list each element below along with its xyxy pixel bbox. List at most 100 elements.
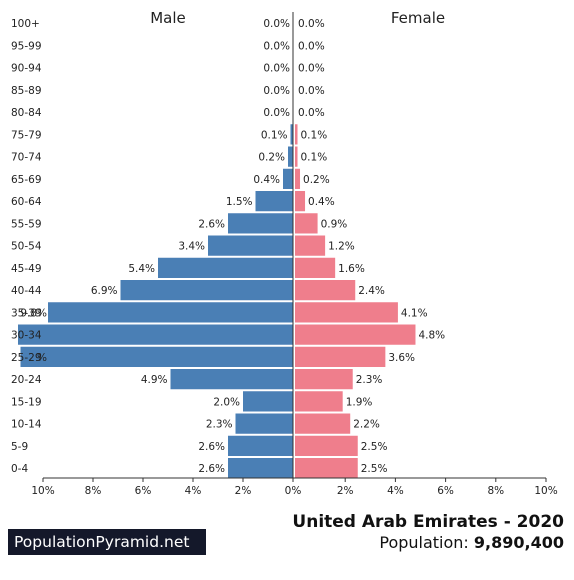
male-value-label: 4.9% [141,374,168,386]
x-tick-label: 4% [387,485,404,497]
male-value-label: 2.6% [198,218,225,230]
male-value-label: 2.6% [198,463,225,475]
male-bar [288,146,293,167]
x-tick-label: 10% [31,485,54,497]
age-group-label: 95-99 [11,40,42,52]
male-value-label: 5.4% [128,263,155,275]
female-value-label: 1.9% [346,396,373,408]
age-group-label: 5-9 [11,441,28,453]
female-bar [295,302,398,323]
female-value-label: 0.0% [298,107,325,119]
female-value-label: 0.4% [308,196,335,208]
male-bar [208,235,293,256]
age-group-label: 60-64 [11,196,42,208]
male-bar [48,302,293,323]
female-value-label: 0.1% [301,129,328,141]
male-value-label: 2.6% [198,441,225,453]
x-tick-label: 4% [185,485,202,497]
female-bar [295,124,298,145]
male-bar [255,191,293,212]
site-brand-logo[interactable]: PopulationPyramid.net [8,529,206,555]
female-bar [295,235,326,256]
female-value-label: 4.1% [401,307,428,319]
male-bar [243,391,293,412]
female-bar [295,257,336,278]
male-value-label: 1.5% [226,196,253,208]
male-series-title: Male [150,9,186,27]
population-value: 9,890,400 [473,533,564,552]
age-group-label: 65-69 [11,174,42,186]
chart-title: United Arab Emirates - 2020 [292,512,564,532]
male-value-label: 0.0% [263,40,290,52]
x-tick-label: 6% [437,485,454,497]
x-tick-label: 8% [85,485,102,497]
male-value-label: 2.3% [206,419,233,431]
male-bar [120,280,293,301]
age-group-label: 30-34 [11,330,42,342]
female-bar [295,435,358,456]
female-value-label: 2.4% [358,285,385,297]
male-value-label: 0.0% [263,107,290,119]
x-tick-label: 8% [487,485,504,497]
age-group-label: 15-19 [11,396,42,408]
female-bar [295,280,356,301]
male-value-label: 0.4% [253,174,280,186]
female-bar [295,213,318,234]
female-bar [295,168,301,189]
age-group-label: 55-59 [11,218,42,230]
age-group-label: 100+ [11,18,40,30]
female-value-label: 0.0% [298,85,325,97]
age-group-label: 20-24 [11,374,42,386]
age-group-label: 75-79 [11,129,42,141]
female-value-label: 2.5% [361,463,388,475]
female-bar [295,413,351,434]
female-value-label: 0.2% [303,174,330,186]
age-group-label: 35-39 [11,307,42,319]
age-group-label: 40-44 [11,285,42,297]
male-bar [283,168,293,189]
age-group-label: 50-54 [11,241,42,253]
population-label: Population: [379,533,469,552]
age-group-label: 85-89 [11,85,42,97]
male-bar [20,346,293,367]
male-value-label: 0.0% [263,18,290,30]
female-value-label: 0.9% [321,218,348,230]
male-bar [18,324,293,345]
male-value-label: 2.0% [213,396,240,408]
x-tick-label: 2% [337,485,354,497]
female-series-title: Female [391,9,445,27]
male-bar [235,413,293,434]
female-bar [295,458,358,479]
age-group-label: 70-74 [11,152,42,164]
female-value-label: 1.6% [338,263,365,275]
age-group-label: 80-84 [11,107,42,119]
female-bar [295,369,353,390]
population-total: Population: 9,890,400 [379,533,564,552]
x-tick-label: 0% [285,485,302,497]
x-axis: 10% 8% 6% 4% 2% 0% 2% 4% 6% 8% 10% [31,12,558,497]
female-value-label: 2.2% [353,419,380,431]
male-value-label: 0.0% [263,85,290,97]
male-value-label: 0.1% [261,129,288,141]
female-bar [295,391,343,412]
female-value-label: 2.3% [356,374,383,386]
male-value-label: 0.2% [258,152,285,164]
age-group-label: 25-29 [11,352,42,364]
female-value-label: 3.6% [388,352,415,364]
female-value-label: 0.0% [298,40,325,52]
female-value-label: 4.8% [418,330,445,342]
age-group-label: 0-4 [11,463,28,475]
female-bar [295,324,416,345]
male-value-label: 0.0% [263,63,290,75]
female-value-label: 0.0% [298,63,325,75]
bars-layer [18,124,416,479]
age-group-label: 90-94 [11,63,42,75]
female-value-label: 2.5% [361,441,388,453]
female-value-label: 0.0% [298,18,325,30]
male-bar [228,213,293,234]
male-value-label: 3.4% [178,241,205,253]
population-pyramid-chart: Male Female 100+ 0.0% 0.0% 95-99 0.0% 0.0% 90-… [11,9,558,497]
female-bar [295,146,298,167]
male-bar [228,458,293,479]
male-bar [290,124,293,145]
